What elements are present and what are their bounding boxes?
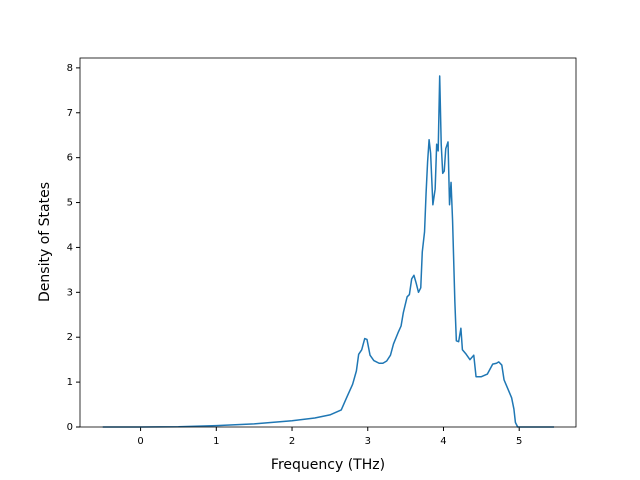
x-tick-label: 1 bbox=[213, 436, 219, 447]
y-tick-label: 5 bbox=[67, 198, 73, 209]
y-tick-label: 3 bbox=[67, 287, 73, 298]
y-tick-label: 8 bbox=[67, 63, 73, 74]
y-tick-label: 2 bbox=[67, 332, 73, 343]
x-tick-label: 3 bbox=[365, 436, 371, 447]
x-tick-label: 5 bbox=[516, 436, 522, 447]
y-axis-label: Density of States bbox=[37, 182, 53, 302]
y-tick-label: 7 bbox=[67, 108, 73, 119]
x-tick-label: 0 bbox=[137, 436, 143, 447]
line bbox=[102, 75, 555, 428]
x-tick-label: 4 bbox=[440, 436, 446, 447]
y-tick-label: 6 bbox=[67, 153, 73, 164]
plot-frame bbox=[79, 57, 577, 428]
x-axis-label: Frequency (THz) bbox=[271, 457, 385, 473]
x-tick-label: 2 bbox=[289, 436, 295, 447]
y-tick-label: 1 bbox=[67, 377, 73, 388]
y-tick-label: 4 bbox=[67, 242, 73, 253]
y-tick-label: 0 bbox=[67, 422, 73, 433]
